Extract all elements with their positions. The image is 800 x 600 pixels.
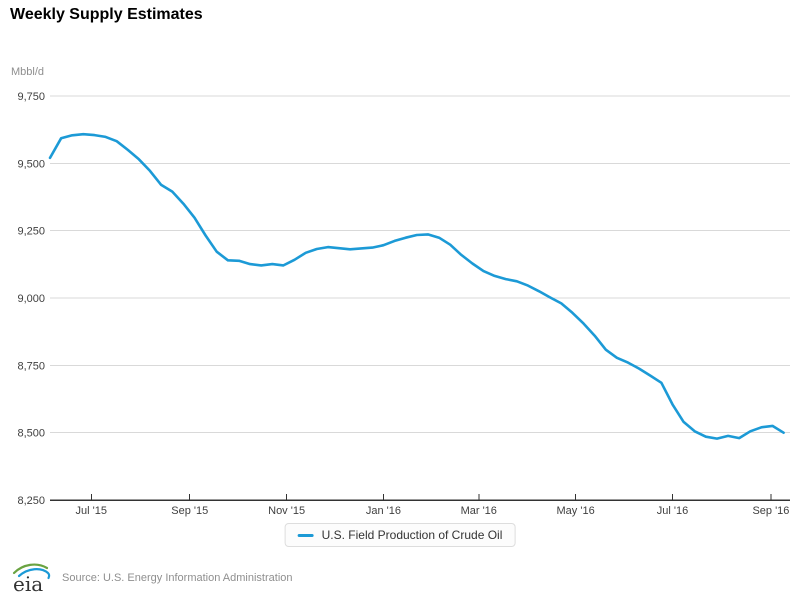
y-axis-label: 9,000 (17, 293, 45, 305)
x-axis-label: Sep '16 (752, 505, 789, 517)
chart-title: Weekly Supply Estimates (10, 6, 203, 23)
x-axis-label: Jul '16 (657, 505, 688, 517)
footer: eia Source: U.S. Energy Information Admi… (10, 560, 293, 596)
x-axis-label: Nov '15 (268, 505, 305, 517)
eia-logo-green-arc-icon (12, 563, 49, 575)
x-axis-label: Mar '16 (461, 505, 497, 517)
series-line-us-field-production[interactable] (48, 132, 785, 440)
eia-logo-blue-arc-icon (17, 568, 51, 580)
y-axis-label: 8,750 (17, 360, 45, 372)
y-axis-label: 9,750 (17, 91, 45, 103)
source-text: Source: U.S. Energy Information Administ… (62, 572, 293, 584)
legend-item[interactable]: U.S. Field Production of Crude Oil (284, 523, 516, 547)
x-axis-label: Jan '16 (366, 505, 401, 517)
legend-line-swatch-icon (297, 533, 314, 537)
y-axis-label: 9,500 (17, 158, 45, 170)
y-axis-unit-label: Mbbl/d (11, 66, 45, 78)
y-axis-label: 8,500 (17, 428, 45, 440)
x-axis-label: Jul '15 (76, 505, 107, 517)
eia-logo-text: eia (13, 572, 43, 596)
eia-logo: eia (12, 563, 51, 596)
legend-label: U.S. Field Production of Crude Oil (321, 528, 503, 542)
y-axis-label: 9,250 (17, 226, 45, 238)
y-axis-label: 8,250 (17, 495, 45, 507)
x-axis-label: May '16 (557, 505, 595, 517)
x-axis-label: Sep '15 (171, 505, 208, 517)
